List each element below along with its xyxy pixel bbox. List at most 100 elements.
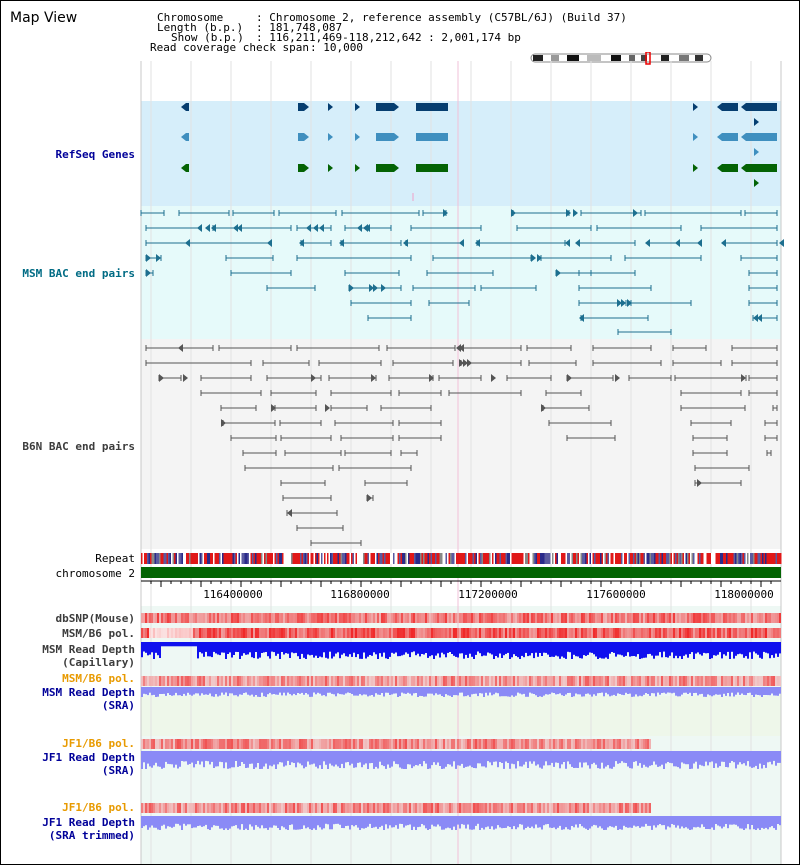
repeat-mark (717, 553, 719, 564)
heat-cell (771, 613, 773, 623)
depth-bar (657, 816, 659, 826)
depth-bar (399, 642, 401, 657)
chromosome-ideogram[interactable] (529, 52, 714, 66)
heat-cell (297, 628, 299, 638)
heat-cell (369, 739, 371, 749)
depth-bar (747, 642, 749, 659)
repeat-mark (730, 553, 732, 564)
repeat-mark (354, 553, 356, 564)
heat-cell (321, 628, 323, 638)
depth-bar (353, 816, 355, 827)
track-label-jf1-depth-trim-2: (SRA trimmed) (48, 829, 135, 842)
heat-cell (555, 628, 557, 638)
repeat-mark (661, 553, 663, 564)
heat-cell (389, 803, 391, 813)
depth-bar (401, 816, 403, 824)
repeat-mark (643, 553, 645, 564)
heat-cell (195, 739, 197, 749)
heat-cell (419, 803, 421, 813)
depth-bar (741, 687, 743, 694)
repeat-mark (249, 553, 251, 564)
heat-cell (581, 613, 583, 623)
depth-bar (603, 687, 605, 697)
depth-bar (567, 751, 569, 762)
depth-bar (765, 642, 767, 653)
gene-exon (416, 103, 448, 111)
heat-cell (735, 676, 737, 686)
depth-bar (515, 751, 517, 769)
heat-cell (307, 739, 309, 749)
heat-cell (533, 676, 535, 686)
repeat-mark (673, 553, 675, 564)
gene-arrow (741, 103, 746, 111)
heat-cell (201, 628, 203, 638)
heat-cell (321, 613, 323, 623)
heat-cell (643, 739, 645, 749)
heat-cell (169, 739, 171, 749)
depth-bar (295, 687, 297, 696)
heat-cell (179, 613, 181, 623)
depth-bar (701, 687, 703, 694)
depth-bar (463, 687, 465, 697)
depth-bar (707, 687, 709, 695)
heat-cell (467, 613, 469, 623)
heat-cell (343, 676, 345, 686)
depth-bar (149, 642, 151, 655)
heat-cell (769, 628, 771, 638)
heat-cell (443, 676, 445, 686)
repeat-mark (319, 553, 321, 564)
depth-bar (287, 642, 289, 654)
depth-bar (273, 642, 275, 653)
repeat-mark (258, 553, 260, 564)
heat-cell (607, 628, 609, 638)
heat-cell (511, 676, 513, 686)
depth-bar (299, 687, 301, 694)
repeat-mark (472, 553, 474, 564)
depth-bar (451, 687, 453, 697)
heat-cell (545, 739, 547, 749)
heat-cell (301, 613, 303, 623)
heat-cell (525, 613, 527, 623)
heat-cell (223, 628, 225, 638)
depth-bar (779, 751, 781, 763)
heat-cell (409, 676, 411, 686)
heat-cell (425, 613, 427, 623)
heat-cell (637, 739, 639, 749)
gene-exon (376, 164, 394, 172)
depth-bar (663, 816, 665, 826)
depth-bar (707, 642, 709, 654)
heat-cell (633, 628, 635, 638)
heat-cell (479, 613, 481, 623)
depth-bar (569, 751, 571, 765)
depth-bar (343, 816, 345, 829)
depth-bar (763, 642, 765, 652)
gene-arrow (325, 404, 330, 412)
heat-cell (157, 803, 159, 813)
depth-bar (537, 642, 539, 657)
heat-cell (279, 676, 281, 686)
heat-cell (225, 628, 227, 638)
heat-cell (641, 803, 643, 813)
depth-bar (357, 816, 359, 828)
heat-cell (591, 676, 593, 686)
repeat-mark (168, 553, 170, 564)
gene-arrow (183, 374, 188, 382)
repeat-mark (346, 553, 348, 564)
heat-cell (335, 613, 337, 623)
gene-arrow (365, 224, 370, 232)
depth-bar (629, 687, 631, 694)
depth-bar (669, 687, 671, 693)
heat-cell (385, 739, 387, 749)
heat-cell (573, 739, 575, 749)
heat-cell (359, 676, 361, 686)
heat-cell (597, 803, 599, 813)
depth-bar (299, 642, 301, 659)
depth-bar (539, 816, 541, 828)
heat-cell (369, 613, 371, 623)
depth-bar (237, 816, 239, 829)
heat-cell (685, 628, 687, 638)
depth-bar (543, 687, 545, 696)
repeat-mark (510, 553, 512, 564)
depth-bar (703, 751, 705, 767)
